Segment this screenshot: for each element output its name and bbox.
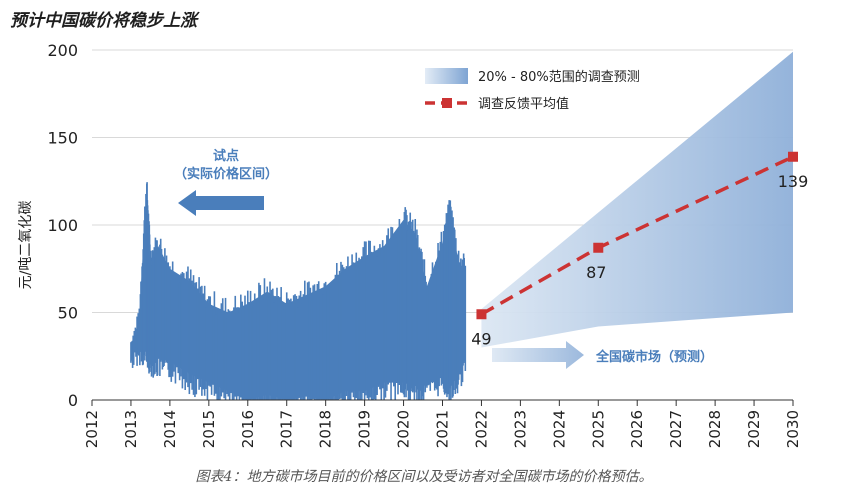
y-tick-label: 0: [68, 391, 78, 410]
historical-sublabel: （实际价格区间）: [174, 166, 278, 182]
forecast-data-label: 87: [586, 263, 606, 282]
historical-arrow: [178, 190, 264, 216]
x-tick-label: 2025: [589, 410, 607, 448]
legend-mean-label: 调查反馈平均值: [478, 96, 569, 112]
forecast-data-label: 139: [778, 172, 809, 191]
x-tick-label: 2020: [395, 410, 413, 448]
x-tick-label: 2026: [628, 410, 646, 448]
historical-label: 试点: [213, 148, 239, 164]
x-tick-label: 2019: [356, 410, 374, 448]
forecast-mean-series: 49 87 139: [471, 151, 809, 348]
x-tick-label: 2021: [434, 410, 452, 448]
forecast-mean-marker: [593, 242, 604, 253]
forecast-data-label: 49: [471, 329, 491, 348]
axes: 0 50 100 150 200 2012 2013 2014 2015 2016 2017 2018…: [18, 41, 802, 448]
x-tick-label: 2017: [278, 410, 296, 448]
y-tick-label: 50: [58, 304, 78, 323]
x-tick-label: 2014: [161, 410, 179, 448]
x-tick-label: 2022: [472, 410, 490, 448]
forecast-arrow: [492, 341, 584, 369]
x-tick-label: 2030: [784, 410, 802, 448]
forecast-label: 全国碳市场（预测）: [595, 349, 713, 365]
y-tick-label: 100: [47, 216, 78, 235]
x-tick-label: 2027: [667, 410, 685, 448]
x-tick-label: 2013: [122, 410, 140, 448]
x-tick-label: 2023: [511, 410, 529, 448]
forecast-mean-marker: [476, 309, 487, 320]
legend-mean-marker: [442, 98, 452, 108]
x-tick-label: 2028: [706, 410, 724, 448]
figure-caption: 图表4：地方碳市场目前的价格区间以及受访者对全国碳市场的价格预估。: [195, 469, 653, 485]
chart-title: 预计中国碳价将稳步上涨: [10, 11, 197, 31]
y-axis-label: 元/吨二氧化碳: [18, 201, 34, 290]
y-tick-label: 200: [47, 41, 78, 60]
forecast-band: [481, 51, 793, 348]
carbon-price-chart: 49 87 139 0 50 100 150 200 2012 2013 2014 2015 2016…: [18, 41, 809, 448]
annotations: 试点 （实际价格区间） 全国碳市场（预测）: [174, 148, 713, 369]
y-tick-label: 150: [47, 129, 78, 148]
legend-band-label: 20% - 80%范围的调查预测: [478, 69, 640, 85]
x-tick-label: 2018: [317, 410, 335, 448]
forecast-mean-marker: [788, 151, 798, 162]
x-tick-label: 2016: [239, 410, 257, 448]
x-tick-label: 2029: [745, 410, 763, 448]
x-tick-label: 2015: [200, 410, 218, 448]
x-tick-label: 2012: [83, 410, 101, 448]
forecast-band-area: [481, 51, 793, 348]
x-tick-label: 2024: [550, 410, 568, 448]
historical-range: [130, 182, 467, 400]
legend-band-swatch: [425, 68, 468, 84]
